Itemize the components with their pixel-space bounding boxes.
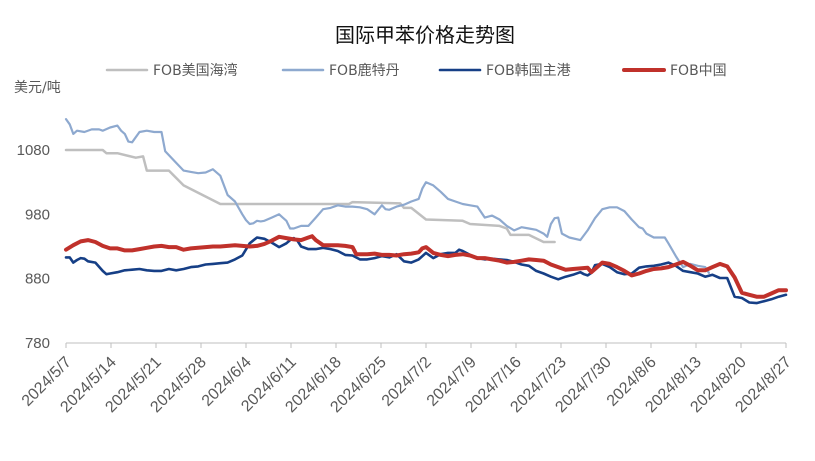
legend-label: FOB中国 (670, 63, 727, 79)
series-line-2 (64, 118, 710, 274)
legend-label: FOB韩国主港 (486, 63, 571, 79)
y-tick-label: 1080 (17, 142, 50, 159)
y-tick-label: 880 (25, 271, 50, 288)
legend-label: FOB鹿特丹 (329, 62, 400, 79)
legend-label: FOB美国海湾 (153, 62, 238, 79)
series-line-3 (64, 236, 788, 305)
y-axis-unit-label: 美元/吨 (14, 80, 61, 96)
legend: FOB美国海湾 FOB鹿特丹 FOB韩国主港 FOB中国 (105, 62, 727, 79)
series-line-1 (64, 148, 556, 244)
series-line-4 (64, 234, 788, 299)
chart-title: 国际甲苯价格走势图 (335, 23, 515, 47)
y-tick-label: 980 (25, 206, 50, 223)
x-axis: 2024/5/72024/5/142024/5/212024/5/282024/… (19, 342, 795, 416)
y-tick-label: 780 (25, 335, 50, 352)
y-axis: 780 880 980 1080 (17, 142, 50, 352)
plot-area (64, 118, 788, 305)
